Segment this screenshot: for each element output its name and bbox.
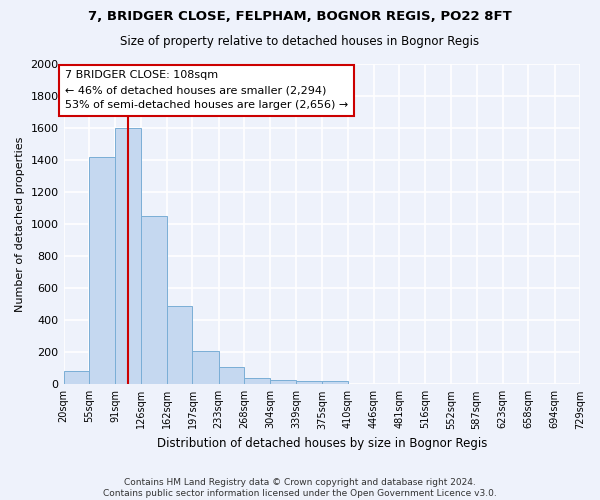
Text: Size of property relative to detached houses in Bognor Regis: Size of property relative to detached ho… (121, 35, 479, 48)
Bar (167, 306, 193, 384)
Bar (193, 352, 218, 384)
Bar (296, 381, 322, 384)
Text: Contains HM Land Registry data © Crown copyright and database right 2024.
Contai: Contains HM Land Registry data © Crown c… (103, 478, 497, 498)
Bar (89, 157, 115, 384)
Bar (218, 368, 244, 384)
Text: 7, BRIDGER CLOSE, FELPHAM, BOGNOR REGIS, PO22 8FT: 7, BRIDGER CLOSE, FELPHAM, BOGNOR REGIS,… (88, 10, 512, 23)
Text: 7 BRIDGER CLOSE: 108sqm
← 46% of detached houses are smaller (2,294)
53% of semi: 7 BRIDGER CLOSE: 108sqm ← 46% of detache… (65, 70, 348, 110)
Bar (64, 372, 89, 384)
Bar (244, 378, 271, 384)
Bar (271, 380, 296, 384)
Bar (141, 216, 167, 384)
Bar (115, 128, 141, 384)
Y-axis label: Number of detached properties: Number of detached properties (15, 136, 25, 312)
Bar (322, 382, 347, 384)
X-axis label: Distribution of detached houses by size in Bognor Regis: Distribution of detached houses by size … (157, 437, 487, 450)
